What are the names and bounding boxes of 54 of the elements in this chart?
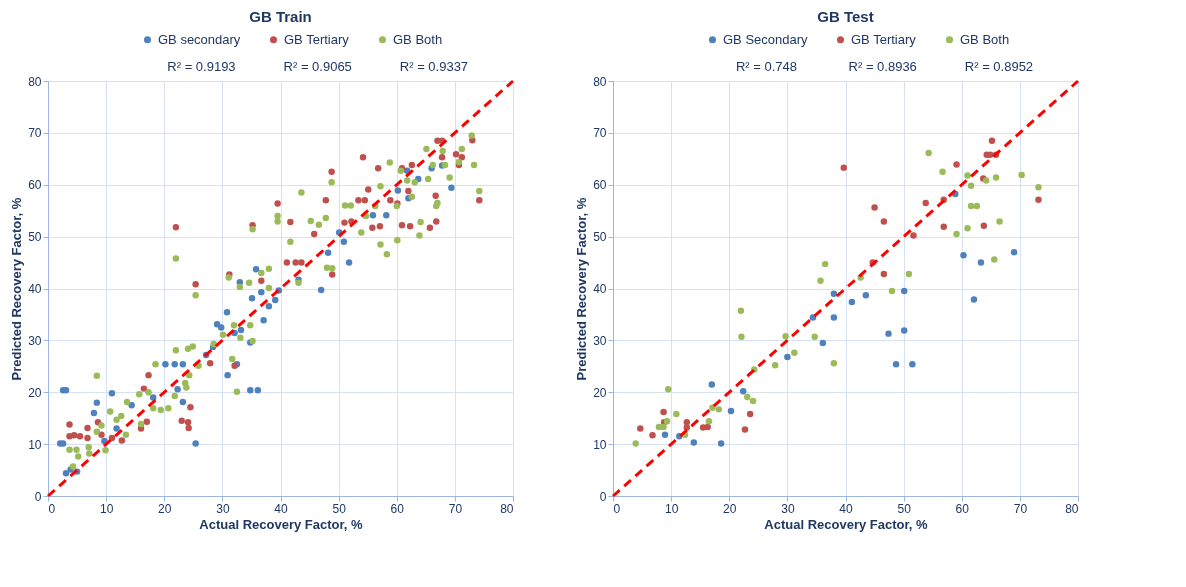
y-axis-title: Predicted Recovery Factor, % bbox=[9, 197, 25, 381]
y-tick-label: 20 bbox=[28, 385, 42, 400]
x-tick-label: 60 bbox=[955, 501, 970, 516]
y-tick-label: 50 bbox=[593, 230, 607, 245]
y-tick-label: 40 bbox=[593, 282, 607, 296]
chart-title: GB Test bbox=[817, 8, 874, 25]
x-tick-label: 50 bbox=[332, 501, 347, 516]
x-tick-label: 40 bbox=[839, 501, 853, 516]
x-tick-label: 10 bbox=[99, 501, 114, 516]
y-tick-label: 20 bbox=[593, 385, 607, 400]
y-tick-label: 60 bbox=[593, 178, 607, 193]
y-tick-label: 0 bbox=[34, 489, 42, 504]
x-tick-label: 30 bbox=[216, 501, 230, 516]
text: R² = 0.8952 bbox=[964, 59, 1034, 74]
y-tick-label: 70 bbox=[593, 126, 607, 141]
x-axis-title: Actual Recovery Factor, % bbox=[199, 516, 364, 532]
x-tick-label: 10 bbox=[664, 501, 679, 516]
x-tick-label: 50 bbox=[897, 501, 912, 516]
legend-label: GB secondary bbox=[158, 31, 241, 47]
x-tick-label: 70 bbox=[1013, 501, 1028, 516]
y-axis-title: Predicted Recovery Factor, % bbox=[574, 197, 590, 381]
y-tick-label: 50 bbox=[28, 230, 42, 245]
legend-label: GB Secondary bbox=[723, 31, 809, 47]
x-tick-label: 20 bbox=[158, 501, 172, 516]
y-tick-label: 10 bbox=[593, 437, 607, 452]
legend-label: GB Tertiary bbox=[851, 31, 917, 47]
y-tick-label: 80 bbox=[28, 74, 42, 89]
y-tick-label: 0 bbox=[599, 489, 607, 504]
x-axis-title: Actual Recovery Factor, % bbox=[764, 516, 929, 532]
chart-title: GB Train bbox=[249, 8, 312, 25]
x-tick-label: 70 bbox=[448, 501, 463, 516]
y-tick-label: 30 bbox=[593, 333, 607, 348]
legend-label: GB Both bbox=[393, 31, 443, 47]
x-tick-label: 80 bbox=[1065, 501, 1079, 516]
y-tick-label: 30 bbox=[28, 333, 42, 348]
text: R² = 0.9065 bbox=[283, 59, 352, 74]
text: R² = 0.748 bbox=[735, 59, 797, 74]
text: R² = 0.9337 bbox=[399, 59, 469, 74]
text: R² = 0.9193 bbox=[167, 59, 236, 74]
legend-label: GB Both bbox=[960, 31, 1010, 47]
y-tick-label: 40 bbox=[28, 282, 42, 296]
y-tick-label: 70 bbox=[28, 126, 42, 141]
y-tick-label: 60 bbox=[28, 178, 42, 193]
x-tick-label: 20 bbox=[723, 501, 737, 516]
x-tick-label: 0 bbox=[613, 501, 621, 516]
x-tick-label: 60 bbox=[390, 501, 405, 516]
x-tick-label: 40 bbox=[274, 501, 288, 516]
text: R² = 0.8936 bbox=[848, 59, 917, 74]
x-tick-label: 0 bbox=[48, 501, 56, 516]
y-tick-label: 80 bbox=[593, 74, 607, 89]
x-tick-label: 30 bbox=[781, 501, 795, 516]
y-tick-label: 10 bbox=[28, 437, 42, 452]
legend-label: GB Tertiary bbox=[284, 31, 350, 47]
x-tick-label: 80 bbox=[500, 501, 514, 516]
